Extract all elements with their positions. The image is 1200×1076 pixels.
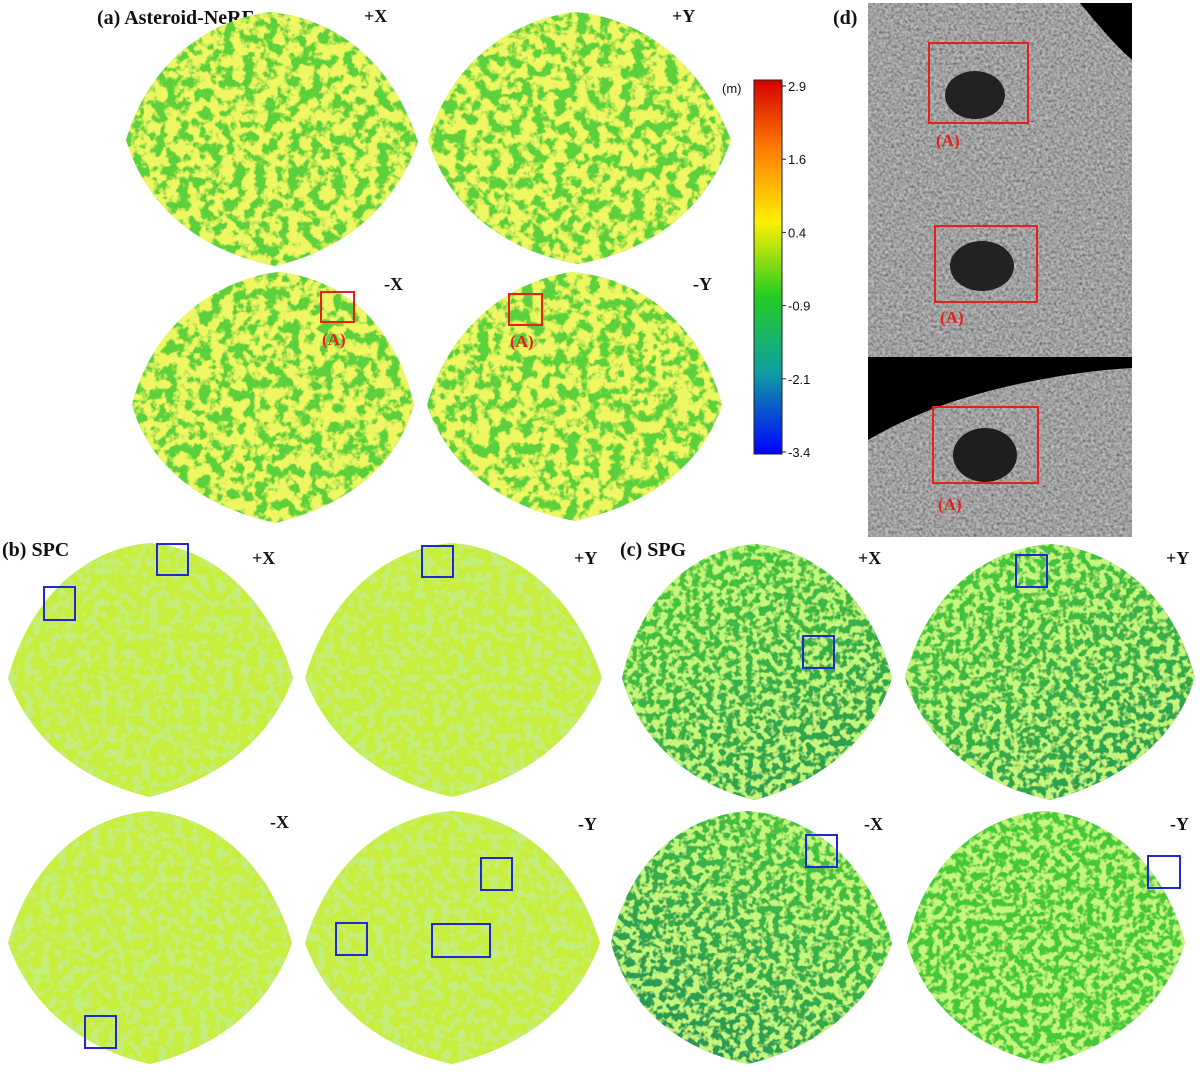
panel-a-title: (a) Asteroid-NeRF bbox=[97, 7, 254, 29]
panel-c-view-label-neg-x: -X bbox=[864, 814, 883, 834]
panel-a-view-label-pos-x: +X bbox=[364, 6, 387, 26]
highlight-box-d-1 bbox=[928, 42, 1029, 124]
panel-a-view-label-neg-x: -X bbox=[384, 274, 403, 294]
colorbar-tick-label: 1.6 bbox=[788, 152, 806, 167]
colorbar-unit: (m) bbox=[722, 81, 742, 96]
highlight-box-d-2 bbox=[934, 225, 1038, 303]
asteroid-map-c-neg-y bbox=[907, 811, 1185, 1064]
colorbar-tick-label: -3.4 bbox=[788, 445, 810, 460]
boulder-2 bbox=[950, 241, 1014, 291]
asteroid-map-a-pos-y bbox=[428, 12, 731, 264]
highlight-box-b-1 bbox=[156, 543, 189, 576]
highlight-box-c-4 bbox=[1147, 855, 1181, 889]
marker-label-a-neg-y: (A) bbox=[510, 332, 534, 351]
panel-c-view-label-pos-y: +Y bbox=[1166, 548, 1189, 568]
space-background-3 bbox=[868, 357, 1132, 440]
asteroid-map-b-pos-x bbox=[8, 543, 293, 797]
panel-a-view-label-neg-y: -Y bbox=[693, 274, 712, 294]
colorbar-tick-label: 0.4 bbox=[788, 225, 806, 240]
panel-b-view-label-pos-y: +Y bbox=[574, 548, 597, 568]
marker-label-a-neg-x: (A) bbox=[322, 330, 346, 349]
highlight-box-b-4 bbox=[84, 1015, 117, 1049]
highlight-box-b-3 bbox=[421, 545, 454, 578]
highlight-box-c-3 bbox=[805, 834, 838, 868]
panel-a: (a) Asteroid-NeRF +X +Y -X -Y (A) (A) bbox=[97, 6, 731, 523]
panel-b: (b) SPC +X +Y -X -Y bbox=[2, 539, 602, 1064]
marker-label-d-1: (A) bbox=[936, 131, 960, 150]
panel-c-view-label-neg-y: -Y bbox=[1170, 814, 1189, 834]
colorbar: (m) 2.9 1.6 0.4 -0.9 -2.1 -3.4 bbox=[722, 79, 810, 460]
marker-label-d-3: (A) bbox=[938, 495, 962, 514]
asteroid-map-a-pos-x bbox=[126, 12, 418, 266]
asteroid-map-c-neg-x bbox=[611, 811, 892, 1064]
colorbar-ticks: 2.9 1.6 0.4 -0.9 -2.1 -3.4 bbox=[782, 79, 810, 460]
panel-b-title: (b) SPC bbox=[2, 539, 69, 561]
highlight-box-c-1 bbox=[802, 635, 835, 669]
highlight-box-b-2 bbox=[43, 586, 76, 621]
colorbar-tick-label: -0.9 bbox=[788, 299, 810, 314]
panel-c-title: (c) SPG bbox=[620, 539, 687, 561]
panel-d-title: (d) bbox=[833, 7, 857, 29]
panel-a-view-label-pos-y: +Y bbox=[672, 6, 695, 26]
highlight-box-c-2 bbox=[1015, 554, 1048, 588]
panel-c-view-label-pos-x: +X bbox=[858, 548, 881, 568]
asteroid-map-a-neg-y bbox=[427, 272, 722, 521]
colorbar-tick-label: 2.9 bbox=[788, 79, 806, 94]
highlight-box-d-3 bbox=[932, 406, 1039, 484]
boulder-1 bbox=[945, 71, 1005, 119]
marker-label-d-2: (A) bbox=[940, 308, 964, 327]
asteroid-map-c-pos-y bbox=[905, 544, 1195, 800]
asteroid-map-b-pos-y bbox=[305, 543, 602, 797]
boulder-3 bbox=[953, 428, 1017, 482]
highlight-box-a-neg-x bbox=[320, 291, 355, 323]
panel-d: (d) (A) (A) (A) bbox=[833, 3, 1132, 537]
panel-c: (c) SPG +X +Y -X -Y bbox=[611, 539, 1195, 1064]
asteroid-map-a-neg-x bbox=[132, 272, 414, 523]
asteroid-map-c-pos-x bbox=[622, 544, 892, 800]
panel-b-view-label-neg-x: -X bbox=[270, 812, 289, 832]
panel-b-view-label-neg-y: -Y bbox=[578, 814, 597, 834]
colorbar-tick-label: -2.1 bbox=[788, 372, 810, 387]
highlight-box-b-5 bbox=[480, 857, 513, 891]
highlight-box-a-neg-y bbox=[508, 293, 543, 326]
highlight-box-b-7 bbox=[431, 923, 491, 958]
panel-b-view-label-pos-x: +X bbox=[252, 548, 275, 568]
asteroid-map-b-neg-x bbox=[8, 811, 292, 1064]
colorbar-gradient bbox=[753, 79, 783, 455]
highlight-box-b-6 bbox=[335, 922, 368, 956]
asteroid-map-b-neg-y bbox=[305, 811, 600, 1064]
space-background-1 bbox=[1080, 3, 1132, 60]
